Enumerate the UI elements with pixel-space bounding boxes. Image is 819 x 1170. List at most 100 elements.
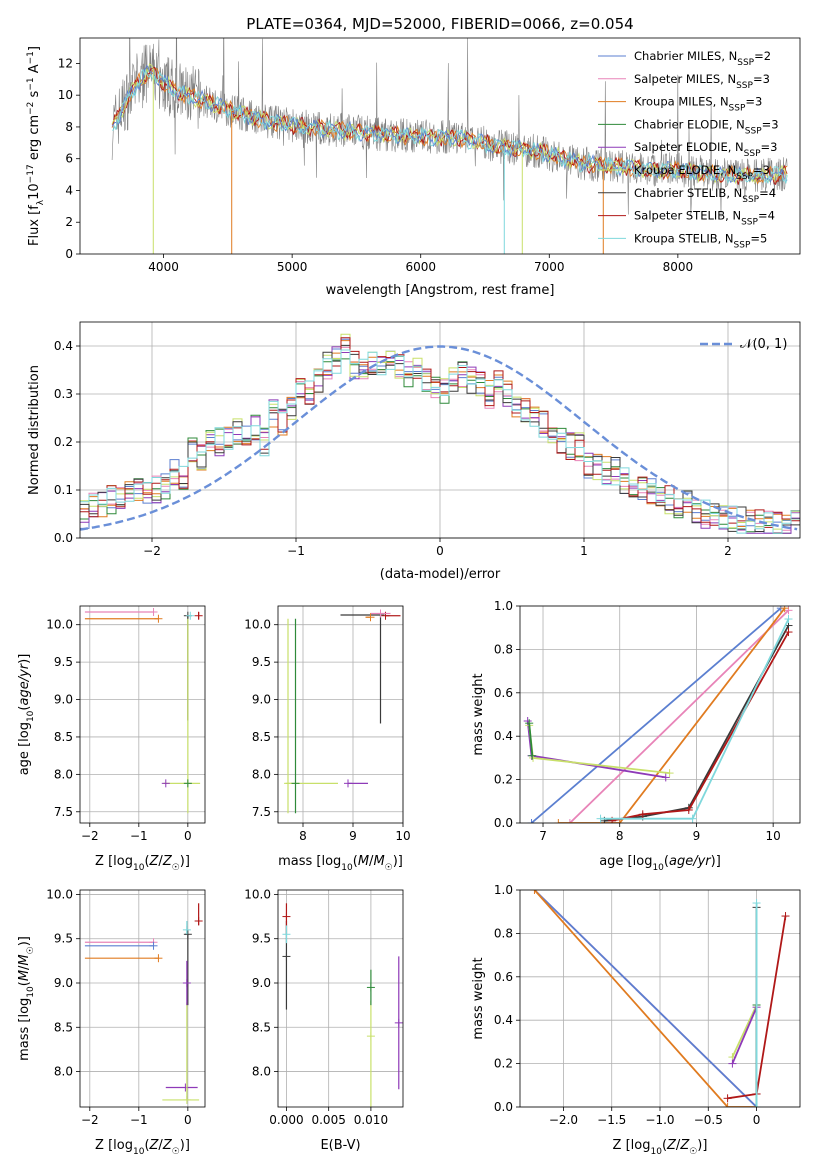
y-tick-label: 0.0 <box>494 816 513 830</box>
panel-residuals: −2 −1 0 1 2 0.0 0.1 0.2 0.3 0.4 𝒩(0, 1) (data-model… <box>27 321 801 582</box>
x-tick-label: 9 <box>693 829 701 843</box>
y-axis-label: mass weight <box>471 673 486 755</box>
y-tick-label: 9.5 <box>54 932 73 946</box>
legend-entry-kroupa_elodie: Kroupa ELODIE, NSSP=3 <box>634 163 770 182</box>
panel-mass_weight_vs_age: 7 8 9 10 0.0 0.2 0.4 0.6 0.8 1.0 age [log10(age/yr… <box>471 599 801 873</box>
y-tick-label: 10.0 <box>244 618 271 632</box>
x-tick-label: 9 <box>349 829 357 843</box>
x-tick-label: 5000 <box>277 260 308 274</box>
x-tick-label: 4000 <box>148 260 179 274</box>
legend-entry-salpeter_stelib: Salpeter STELIB, NSSP=4 <box>634 209 775 228</box>
y-axis-label: mass [log10(M/M☉)] <box>17 936 36 1061</box>
y-tick-label: 8.5 <box>54 730 73 744</box>
x-tick-label: 7000 <box>534 260 565 274</box>
y-tick-label: 7.5 <box>252 805 271 819</box>
axes-frame <box>277 605 404 824</box>
series-line-salpeter_miles <box>569 609 790 823</box>
x-tick-label: 6000 <box>405 260 436 274</box>
x-tick-label: 8 <box>299 829 307 843</box>
y-tick-label: 4 <box>65 183 73 197</box>
y-tick-label: 0.0 <box>54 531 73 545</box>
series-line-chabrier_miles <box>530 607 782 823</box>
y-tick-label: 10.0 <box>46 887 73 901</box>
legend-entry-chabrier_elodie: Chabrier ELODIE, NSSP=3 <box>634 117 779 136</box>
y-tick-label: 0.0 <box>494 1100 513 1114</box>
series-line-chabrier_miles <box>533 890 758 1107</box>
x-tick-label: 8000 <box>663 260 694 274</box>
figure-title: PLATE=0364, MJD=52000, FIBERID=0066, z=0… <box>246 15 633 33</box>
series-line-salpeter_stelib <box>611 631 790 822</box>
x-tick-label: −1 <box>130 1113 148 1127</box>
x-tick-label: −1 <box>130 829 148 843</box>
y-tick-label: 9.5 <box>54 655 73 669</box>
y-tick-label: 0.2 <box>494 773 513 787</box>
y-tick-label: 8.0 <box>54 1065 73 1079</box>
x-axis-label: mass [log10(M/M☉)] <box>278 854 403 873</box>
y-tick-label: 9.5 <box>252 932 271 946</box>
legend-entry-normal: 𝒩(0, 1) <box>740 337 787 352</box>
plot-area-mass_weight_vs_age <box>523 606 793 823</box>
x-tick-label: 10 <box>766 829 781 843</box>
y-tick-label: 8.5 <box>54 1020 73 1034</box>
y-tick-label: 10.0 <box>46 618 73 632</box>
x-tick-label: −2 <box>143 544 161 558</box>
axes-frame <box>519 605 801 824</box>
series-line-chabrier_elodie <box>528 723 534 756</box>
y-tick-label: 0.8 <box>494 926 513 940</box>
y-tick-label: 9.0 <box>54 693 73 707</box>
plot-area-age_vs_Z <box>84 607 203 814</box>
legend-entry-salpeter_miles: Salpeter MILES, NSSP=3 <box>634 72 770 91</box>
plot-area-mass_vs_Z <box>84 903 203 1104</box>
y-tick-label: 1.0 <box>494 883 513 897</box>
y-tick-label: 9.0 <box>54 976 73 990</box>
x-tick-label: 0 <box>753 1113 761 1127</box>
axes-frame <box>79 605 206 824</box>
x-axis-label: Z [log10(Z/Z☉)] <box>95 854 190 873</box>
panel-mass_weight_vs_Z: −2.0 −1.5 −1.0 −0.5 0 0.0 0.2 0.4 0.6 0.8 1.0 Z [lo… <box>471 883 801 1157</box>
panel-spectrum: 4000 5000 6000 7000 8000 0 2 4 6 8 10 12 Chabrier MI… <box>26 37 801 298</box>
panel-mass_vs_Z: −2 −1 0 8.0 8.5 9.0 9.5 10.0 Z [log10(Z/Z☉)] mass… <box>17 887 206 1157</box>
y-tick-label: 6 <box>65 152 73 166</box>
histogram-kroupa_stelib <box>80 349 800 534</box>
axes-frame <box>519 889 801 1108</box>
legend-entry-chabrier_stelib: Chabrier STELIB, NSSP=4 <box>634 186 776 205</box>
legend-entry-kroupa_stelib: Kroupa STELIB, NSSP=5 <box>634 231 767 250</box>
legend-entry-chabrier_miles: Chabrier MILES, NSSP=2 <box>634 49 771 68</box>
x-tick-label: 0 <box>184 829 192 843</box>
x-axis-label: wavelength [Angstrom, rest frame] <box>326 283 555 298</box>
y-tick-label: 0.2 <box>494 1057 513 1071</box>
x-tick-label: −2 <box>81 829 99 843</box>
y-tick-label: 9.0 <box>252 976 271 990</box>
x-tick-label: 7 <box>539 829 547 843</box>
x-axis-label: Z [log10(Z/Z☉)] <box>613 1138 708 1157</box>
y-tick-label: 8.5 <box>252 1020 271 1034</box>
series-line-kroupa_elodie <box>528 725 670 774</box>
y-tick-label: 0.3 <box>54 387 73 401</box>
y-tick-label: 8.0 <box>252 767 271 781</box>
x-tick-label: −0.5 <box>694 1113 723 1127</box>
x-tick-label: −2 <box>81 1113 99 1127</box>
y-tick-label: 0.1 <box>54 483 73 497</box>
y-tick-label: 2 <box>65 215 73 229</box>
model-line-kroupa_stelib <box>112 68 788 185</box>
y-tick-label: 8.0 <box>54 767 73 781</box>
series-line-kroupa_miles <box>533 890 757 1107</box>
axes-frame <box>79 321 801 539</box>
y-axis-label: age [log10(age/yr)] <box>17 654 36 776</box>
panel-mass_vs_ebv: 0.000 0.005 0.010 8.0 8.5 9.0 9.5 10.0 E(B-V) <box>244 887 404 1153</box>
x-axis-label: E(B-V) <box>320 1138 360 1153</box>
x-tick-label: 0.010 <box>354 1113 388 1127</box>
y-tick-label: 1.0 <box>494 599 513 613</box>
y-tick-label: 8 <box>65 120 73 134</box>
plot-area-residuals <box>80 333 800 534</box>
series-line-kroupa_elodie <box>731 1004 758 1058</box>
x-axis-label: (data-model)/error <box>380 567 501 582</box>
y-axis-label: Normed distribution <box>27 365 42 495</box>
series-line-kroupa_stelib <box>600 618 790 820</box>
axes-frame <box>79 889 206 1108</box>
y-tick-label: 7.5 <box>54 805 73 819</box>
y-tick-label: 0.4 <box>494 729 513 743</box>
plot-area-mass_vs_ebv <box>282 903 403 1107</box>
